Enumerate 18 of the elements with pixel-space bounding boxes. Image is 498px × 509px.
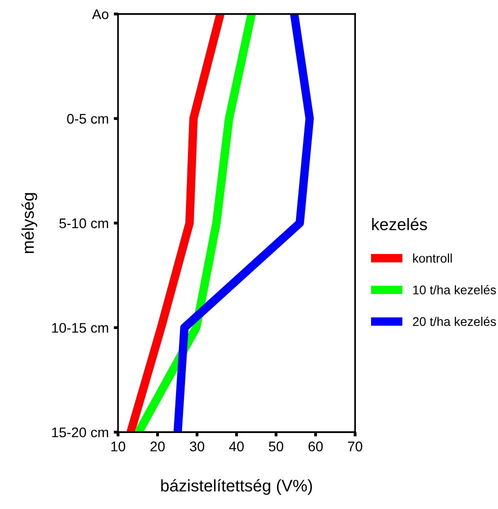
y-axis-title: mélység — [21, 193, 38, 253]
legend-title: kezelés — [372, 218, 427, 230]
x-tick-label: 40 — [229, 442, 244, 452]
x-tick-label: 30 — [190, 442, 204, 452]
x-tick-label: 70 — [348, 442, 362, 452]
legend-label: 10 t/ha kezelés — [413, 285, 496, 294]
y-tick-label: 10-15 cm — [52, 322, 108, 333]
y-tick-label: 15-20 cm — [52, 427, 108, 438]
y-tick-label: 0-5 cm — [67, 114, 108, 124]
legend-label: 20 t/ha kezelés — [412, 316, 496, 326]
y-tick-label: 5-10 cm — [59, 218, 108, 228]
x-axis-title: bázistelítettség (V%) — [161, 479, 312, 495]
x-tick-label: 20 — [150, 442, 165, 452]
x-tick-label: 10 — [111, 442, 126, 452]
x-tick-label: 60 — [308, 442, 323, 452]
x-tick-label: 50 — [268, 442, 284, 452]
y-tick-label: Ao — [92, 9, 108, 20]
legend-label: kontroll — [413, 254, 452, 263]
